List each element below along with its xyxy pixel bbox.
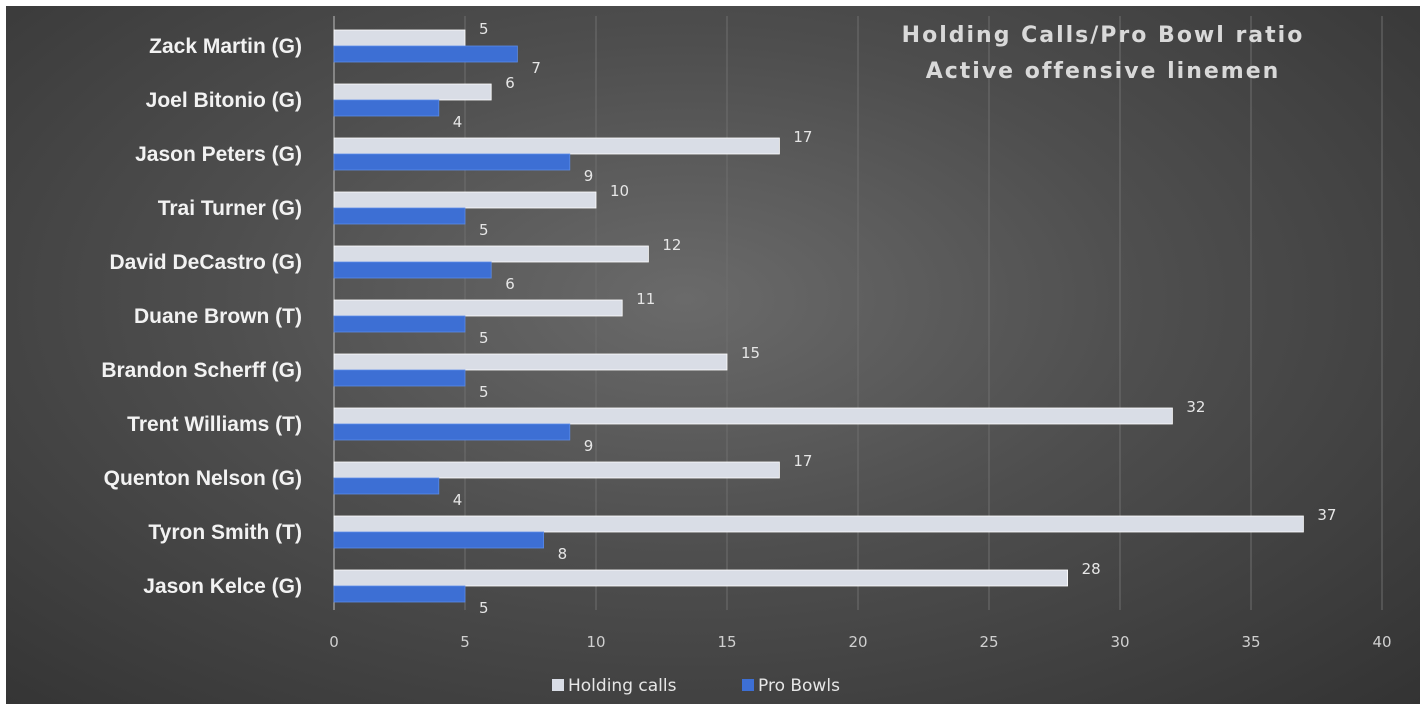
holding-calls-value-label: 17 bbox=[793, 452, 812, 470]
x-tick-label: 10 bbox=[586, 633, 605, 651]
holding-calls-bar bbox=[333, 83, 492, 101]
pro-bowls-bar bbox=[333, 423, 571, 441]
pro-bowls-value-label: 5 bbox=[479, 383, 489, 401]
x-tick-label: 25 bbox=[979, 633, 998, 651]
x-tick-label: 40 bbox=[1372, 633, 1391, 651]
chart-frame: 0 5 10 15 20 25 30 35 40 Zack Martin (G) 5 7 Joel Bi… bbox=[6, 6, 1420, 704]
legend-label-pro-bowls: Pro Bowls bbox=[758, 676, 840, 696]
pro-bowls-value-label: 5 bbox=[479, 221, 489, 239]
pro-bowls-bar bbox=[333, 45, 518, 63]
bars bbox=[333, 29, 1304, 603]
category-label: David DeCastro (G) bbox=[109, 251, 302, 274]
pro-bowls-bar bbox=[333, 261, 492, 279]
holding-calls-value-label: 37 bbox=[1317, 506, 1336, 524]
pro-bowls-bar bbox=[333, 369, 466, 387]
pro-bowls-value-label: 5 bbox=[479, 329, 489, 347]
chart-title-line-1: Holding Calls/Pro Bowl ratio bbox=[902, 23, 1305, 48]
category-label: Quenton Nelson (G) bbox=[104, 467, 302, 490]
pro-bowls-bar bbox=[333, 315, 466, 333]
category-label: Tyron Smith (T) bbox=[148, 521, 302, 544]
pro-bowls-value-label: 9 bbox=[584, 167, 594, 185]
category-label: Joel Bitonio (G) bbox=[146, 89, 302, 112]
pro-bowls-value-label: 4 bbox=[453, 491, 463, 509]
pro-bowls-value-label: 6 bbox=[505, 275, 515, 293]
holding-calls-bar bbox=[333, 353, 728, 371]
pro-bowls-value-label: 8 bbox=[558, 545, 568, 563]
holding-calls-bar bbox=[333, 407, 1173, 425]
x-tick-label: 35 bbox=[1241, 633, 1260, 651]
pro-bowls-value-label: 5 bbox=[479, 599, 489, 617]
gridlines bbox=[333, 16, 1383, 610]
x-tick-label: 30 bbox=[1110, 633, 1129, 651]
holding-calls-value-label: 11 bbox=[636, 290, 655, 308]
category-label: Duane Brown (T) bbox=[134, 305, 302, 328]
holding-calls-bar bbox=[333, 29, 466, 47]
category-label: Trai Turner (G) bbox=[158, 197, 302, 220]
holding-calls-bar bbox=[333, 299, 623, 317]
holding-calls-value-label: 5 bbox=[479, 20, 489, 38]
pro-bowls-value-label: 7 bbox=[531, 59, 541, 77]
x-tick-label: 20 bbox=[848, 633, 867, 651]
x-tick-label: 0 bbox=[329, 633, 339, 651]
holding-calls-value-label: 32 bbox=[1186, 398, 1205, 416]
pro-bowls-bar bbox=[333, 585, 466, 603]
pro-bowls-bar bbox=[333, 531, 545, 549]
pro-bowls-bar bbox=[333, 153, 571, 171]
holding-calls-value-label: 12 bbox=[662, 236, 681, 254]
holding-calls-bar bbox=[333, 191, 597, 209]
holding-calls-bar bbox=[333, 461, 780, 479]
chart-title-line-2: Active offensive linemen bbox=[926, 59, 1281, 84]
holding-calls-value-label: 6 bbox=[505, 74, 515, 92]
x-tick-label: 15 bbox=[717, 633, 736, 651]
category-label: Zack Martin (G) bbox=[149, 35, 302, 58]
legend-swatch-pro-bowls bbox=[742, 679, 754, 691]
labels: 0 5 10 15 20 25 30 35 40 Zack Martin (G) 5 7 Joel Bi… bbox=[101, 20, 1391, 651]
legend-label-holding-calls: Holding calls bbox=[568, 676, 677, 696]
pro-bowls-value-label: 9 bbox=[584, 437, 594, 455]
legend-swatch-holding-calls bbox=[552, 679, 564, 691]
category-label: Jason Peters (G) bbox=[135, 143, 302, 166]
category-label: Brandon Scherff (G) bbox=[101, 359, 302, 382]
legend: Holding calls Pro Bowls bbox=[552, 676, 840, 696]
x-tick-label: 5 bbox=[460, 633, 470, 651]
bar-chart: 0 5 10 15 20 25 30 35 40 Zack Martin (G) 5 7 Joel Bi… bbox=[101, 16, 1392, 696]
holding-calls-bar bbox=[333, 137, 780, 155]
holding-calls-bar bbox=[333, 245, 649, 263]
holding-calls-value-label: 28 bbox=[1082, 560, 1101, 578]
holding-calls-value-label: 17 bbox=[793, 128, 812, 146]
holding-calls-value-label: 15 bbox=[741, 344, 760, 362]
pro-bowls-bar bbox=[333, 477, 440, 495]
pro-bowls-bar bbox=[333, 207, 466, 225]
holding-calls-value-label: 10 bbox=[610, 182, 629, 200]
holding-calls-bar bbox=[333, 515, 1304, 533]
pro-bowls-bar bbox=[333, 99, 440, 117]
category-label: Trent Williams (T) bbox=[127, 413, 302, 436]
pro-bowls-value-label: 4 bbox=[453, 113, 463, 131]
category-label: Jason Kelce (G) bbox=[143, 575, 302, 598]
holding-calls-bar bbox=[333, 569, 1068, 587]
